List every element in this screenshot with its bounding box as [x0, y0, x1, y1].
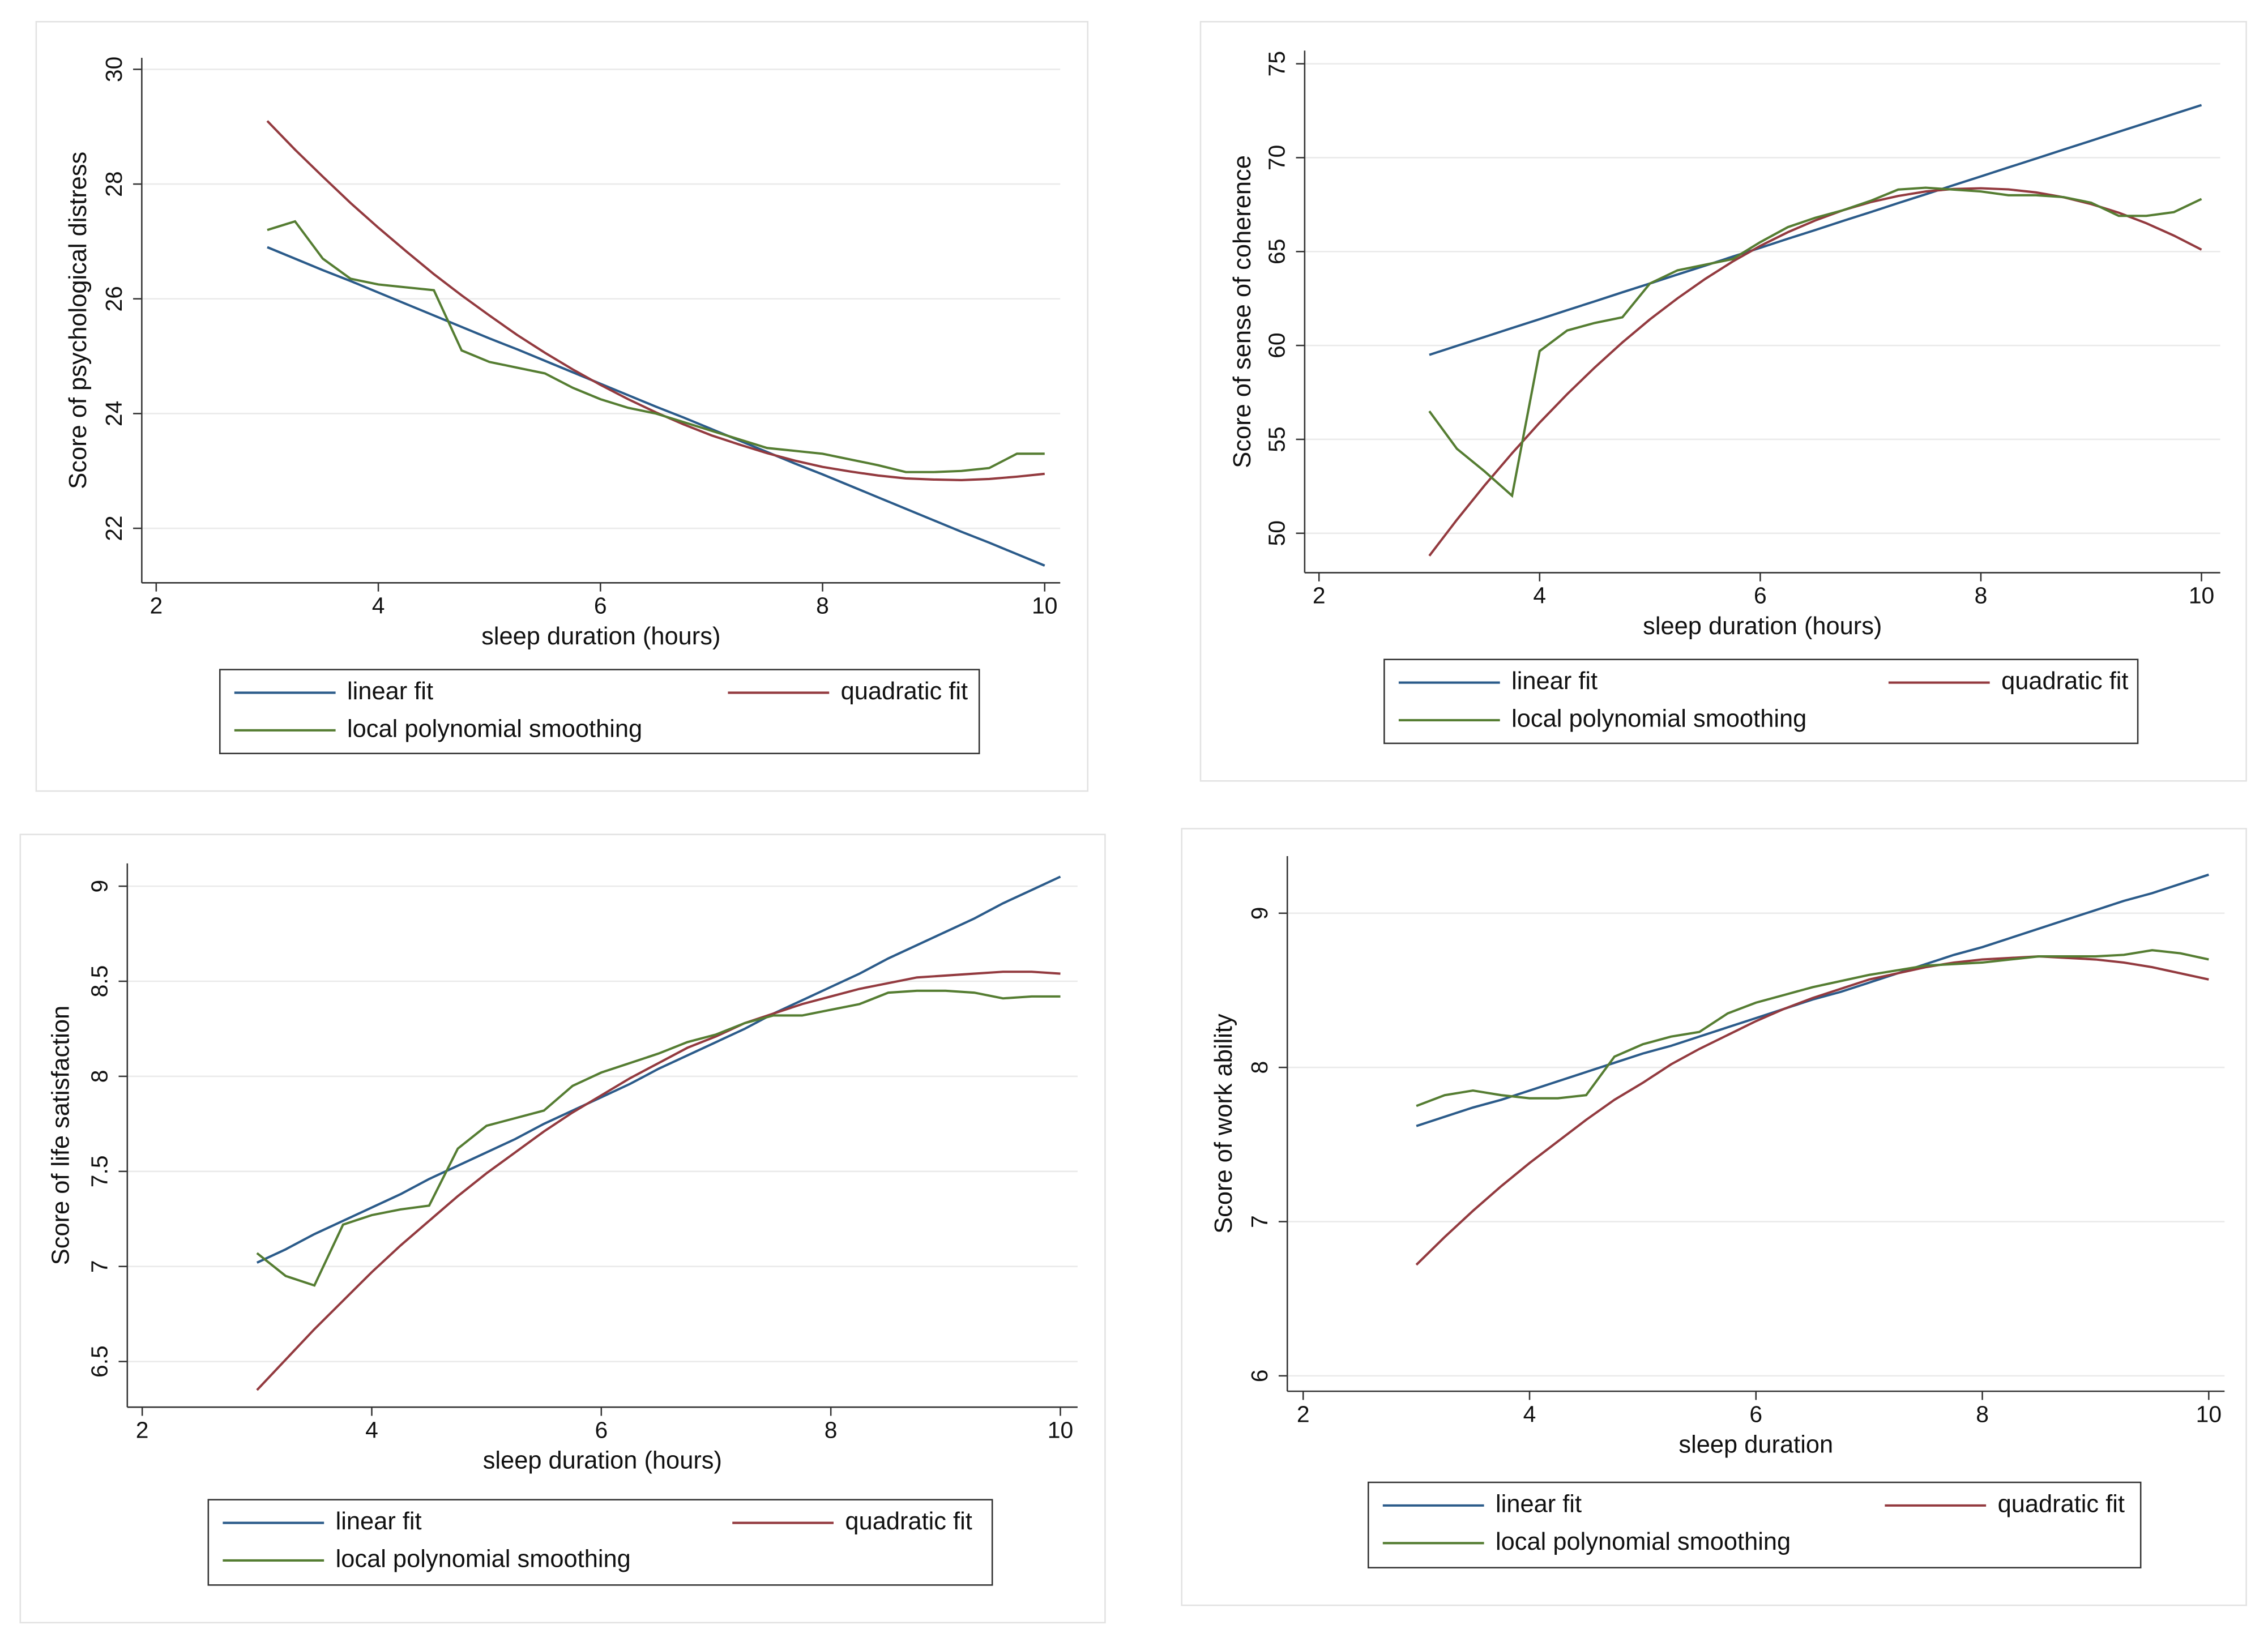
legend-box [219, 669, 980, 754]
y-tick-label: 6.5 [87, 1345, 113, 1378]
legend-label: local polynomial smoothing [1496, 1528, 1791, 1555]
y-tick-label: 8.5 [87, 965, 113, 998]
legend-box [1383, 659, 2139, 745]
x-tick-label: 4 [1533, 583, 1546, 609]
y-tick-label: 65 [1264, 239, 1290, 264]
x-tick-label: 4 [1523, 1401, 1536, 1427]
legend-box [207, 1499, 993, 1586]
series-line [267, 220, 1045, 473]
y-axis-title: Score of life satisfaction [47, 1006, 74, 1265]
legend-label: local polynomial smoothing [336, 1545, 631, 1572]
y-tick-label: 28 [101, 171, 127, 196]
x-axis-title: sleep duration (hours) [481, 623, 720, 650]
y-tick-label: 9 [1246, 907, 1272, 920]
x-axis-title: sleep duration [1678, 1431, 1833, 1459]
panel-border [35, 21, 1089, 792]
x-tick-label: 6 [1749, 1401, 1762, 1427]
x-tick-label: 10 [2196, 1401, 2222, 1427]
legend-label: linear fit [1511, 668, 1598, 695]
y-tick-label: 60 [1264, 332, 1290, 358]
legend-label: quadratic fit [1998, 1490, 2125, 1517]
chart-panel: 6 7 8 9 2 4 6 8 10 sleep duration Score of work ab… [1181, 828, 2247, 1606]
y-tick-label: 22 [101, 515, 127, 541]
x-tick-label: 4 [372, 593, 385, 619]
y-tick-label: 26 [101, 286, 127, 311]
x-tick-label: 2 [1313, 583, 1326, 609]
x-tick-label: 8 [816, 593, 829, 619]
series-line [1416, 873, 2209, 1127]
y-tick-label: 7 [1246, 1215, 1272, 1228]
x-tick-label: 8 [1975, 583, 1988, 609]
x-tick-label: 6 [594, 593, 607, 619]
x-tick-label: 10 [2189, 583, 2214, 609]
x-tick-label: 10 [1048, 1417, 1073, 1443]
x-axis-title: sleep duration (hours) [483, 1447, 722, 1474]
legend-label: quadratic fit [2001, 668, 2128, 695]
legend-label: local polynomial smoothing [347, 715, 642, 742]
y-axis-title: Score of work ability [1210, 1014, 1237, 1234]
y-tick-label: 7.5 [87, 1155, 113, 1187]
y-tick-label: 70 [1264, 145, 1290, 170]
legend-label: linear fit [1496, 1490, 1582, 1517]
y-tick-label: 7 [87, 1260, 113, 1273]
y-axis-title: Score of psychological distress [65, 152, 92, 489]
chart-panel: 50 55 60 65 70 75 2 4 6 8 10 sleep duration (hours)… [1199, 21, 2247, 782]
x-tick-label: 2 [136, 1417, 149, 1443]
y-tick-label: 24 [101, 401, 127, 426]
x-tick-label: 2 [1297, 1401, 1310, 1427]
x-tick-label: 2 [150, 593, 163, 619]
x-tick-label: 6 [595, 1417, 608, 1443]
series-line [1415, 955, 2209, 1266]
series-line [267, 246, 1045, 567]
series-line [1428, 186, 2202, 498]
y-tick-label: 8 [1246, 1061, 1272, 1074]
y-tick-label: 55 [1264, 426, 1290, 452]
x-tick-label: 10 [1032, 593, 1057, 619]
panel-border [1199, 21, 2247, 782]
y-tick-label: 8 [87, 1070, 113, 1083]
y-tick-label: 6 [1246, 1369, 1272, 1382]
legend-label: quadratic fit [845, 1508, 972, 1535]
x-tick-label: 8 [825, 1417, 838, 1443]
series-line [256, 989, 1061, 1287]
series-line [1416, 949, 2209, 1108]
legend-label: linear fit [347, 678, 433, 705]
y-tick-label: 75 [1264, 51, 1290, 76]
x-axis-title: sleep duration (hours) [1643, 613, 1882, 640]
series-line [256, 970, 1061, 1391]
series-line [1429, 104, 2202, 356]
y-tick-label: 9 [87, 880, 113, 893]
series-line [256, 875, 1061, 1264]
chart-panel: 6.5 7 7.5 8 8.5 9 2 4 6 8 10 sleep duration (hours)… [19, 833, 1106, 1624]
y-tick-label: 30 [101, 57, 127, 82]
legend-label: linear fit [336, 1508, 422, 1535]
x-tick-label: 8 [1976, 1401, 1989, 1427]
y-axis-title: Score of sense of coherence [1229, 155, 1256, 468]
x-tick-label: 4 [365, 1417, 378, 1443]
legend-label: quadratic fit [841, 678, 968, 705]
legend-box [1367, 1481, 2142, 1568]
panel-border [19, 833, 1106, 1624]
legend-label: local polynomial smoothing [1511, 705, 1806, 732]
y-tick-label: 50 [1264, 520, 1290, 546]
x-tick-label: 6 [1754, 583, 1767, 609]
